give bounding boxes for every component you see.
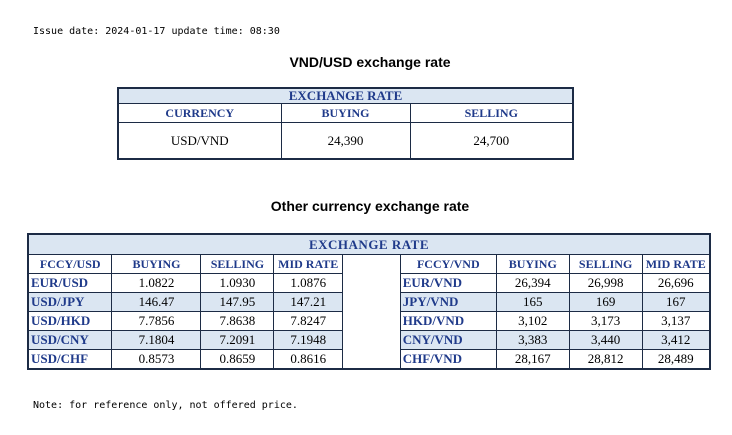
other-currency-rate-table: EXCHANGE RATE FCCY/USD BUYING SELLING MI… xyxy=(27,233,711,370)
buying-cell: 7.1804 xyxy=(111,330,202,350)
buying-cell: 165 xyxy=(495,292,570,312)
column-header-selling: SELLING xyxy=(568,254,643,274)
mid-rate-cell: 7.1948 xyxy=(273,330,344,350)
buying-cell: 7.7856 xyxy=(111,311,202,331)
buying-cell: 3,383 xyxy=(495,330,570,350)
reference-note: Note: for reference only, not offered pr… xyxy=(33,400,298,411)
vnd-usd-heading: VND/USD exchange rate xyxy=(289,54,451,70)
selling-cell: 0.8659 xyxy=(200,349,275,370)
mid-rate-cell: 147.21 xyxy=(273,292,344,312)
table-row: USD/CNY 7.1804 7.2091 7.1948 CNY/VND 3,3… xyxy=(27,330,711,350)
selling-cell: 7.8638 xyxy=(200,311,275,331)
selling-cell: 26,998 xyxy=(568,273,643,293)
pair-cell: EUR/USD xyxy=(27,273,113,293)
selling-cell: 3,440 xyxy=(568,330,643,350)
spacer-cell xyxy=(342,254,401,274)
selling-cell: 28,812 xyxy=(568,349,643,370)
column-header-mid-rate: MID RATE xyxy=(273,254,344,274)
table-title: EXCHANGE RATE xyxy=(117,87,574,104)
mid-rate-cell: 3,137 xyxy=(641,311,711,331)
selling-cell: 1.0930 xyxy=(200,273,275,293)
buying-cell: 1.0822 xyxy=(111,273,202,293)
buying-cell: 26,394 xyxy=(495,273,570,293)
column-header-selling: SELLING xyxy=(200,254,275,274)
table-row: USD/HKD 7.7856 7.8638 7.8247 HKD/VND 3,1… xyxy=(27,311,711,331)
column-header-buying: BUYING xyxy=(495,254,570,274)
mid-rate-cell: 26,696 xyxy=(641,273,711,293)
pair-cell: USD/HKD xyxy=(27,311,113,331)
spacer-cell xyxy=(342,330,401,350)
vnd-usd-rate-table: EXCHANGE RATE CURRENCY BUYING SELLING US… xyxy=(117,87,575,160)
selling-cell: 147.95 xyxy=(200,292,275,312)
pair-cell: CHF/VND xyxy=(399,349,497,370)
column-header-mid-rate: MID RATE xyxy=(641,254,711,274)
column-header-fccy-vnd: FCCY/VND xyxy=(399,254,497,274)
table-title: EXCHANGE RATE xyxy=(27,233,711,255)
pair-cell: CNY/VND xyxy=(399,330,497,350)
spacer-cell xyxy=(342,292,401,312)
mid-rate-cell: 1.0876 xyxy=(273,273,344,293)
table-row: EUR/USD 1.0822 1.0930 1.0876 EUR/VND 26,… xyxy=(27,273,711,293)
table-row: USD/VND 24,390 24,700 xyxy=(117,122,574,160)
pair-cell: EUR/VND xyxy=(399,273,497,293)
buying-cell: 3,102 xyxy=(495,311,570,331)
pair-cell: USD/CHF xyxy=(27,349,113,370)
pair-cell: JPY/VND xyxy=(399,292,497,312)
pair-cell: USD/CNY xyxy=(27,330,113,350)
column-header-buying: BUYING xyxy=(111,254,202,274)
column-header-buying: BUYING xyxy=(280,103,411,123)
spacer-cell xyxy=(342,273,401,293)
table-row: USD/CHF 0.8573 0.8659 0.8616 CHF/VND 28,… xyxy=(27,349,711,370)
spacer-cell xyxy=(342,311,401,331)
selling-cell: 24,700 xyxy=(409,122,574,160)
mid-rate-cell: 28,489 xyxy=(641,349,711,370)
buying-cell: 146.47 xyxy=(111,292,202,312)
selling-cell: 3,173 xyxy=(568,311,643,331)
mid-rate-cell: 167 xyxy=(641,292,711,312)
buying-cell: 24,390 xyxy=(280,122,411,160)
column-header-fccy-usd: FCCY/USD xyxy=(27,254,113,274)
buying-cell: 28,167 xyxy=(495,349,570,370)
mid-rate-cell: 0.8616 xyxy=(273,349,344,370)
pair-cell: HKD/VND xyxy=(399,311,497,331)
buying-cell: 0.8573 xyxy=(111,349,202,370)
table-row: USD/JPY 146.47 147.95 147.21 JPY/VND 165… xyxy=(27,292,711,312)
selling-cell: 7.2091 xyxy=(200,330,275,350)
column-header-currency: CURRENCY xyxy=(117,103,282,123)
currency-cell: USD/VND xyxy=(117,122,282,160)
column-header-selling: SELLING xyxy=(409,103,574,123)
pair-cell: USD/JPY xyxy=(27,292,113,312)
mid-rate-cell: 7.8247 xyxy=(273,311,344,331)
mid-rate-cell: 3,412 xyxy=(641,330,711,350)
other-currency-heading: Other currency exchange rate xyxy=(270,198,470,214)
issue-date-line: Issue date: 2024-01-17 update time: 08:3… xyxy=(33,26,280,37)
spacer-cell xyxy=(342,349,401,370)
selling-cell: 169 xyxy=(568,292,643,312)
